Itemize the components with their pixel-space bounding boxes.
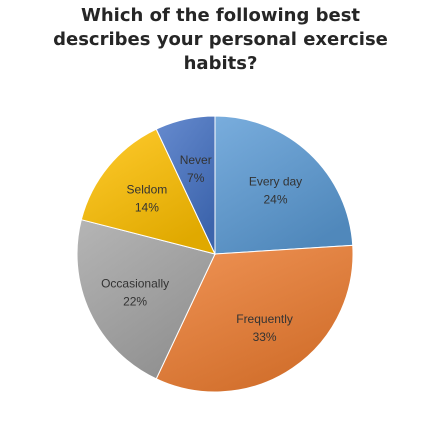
slice-category-occasionally: Occasionally <box>101 277 169 291</box>
slice-value-occasionally: 22% <box>123 295 147 309</box>
pie-slice-never <box>155 115 216 255</box>
slice-value-never: 7% <box>187 171 205 185</box>
pie-slice-every-day <box>214 115 354 255</box>
slice-label-every-day: Every day 24% <box>249 175 302 207</box>
slice-value-every-day: 24% <box>263 193 287 207</box>
pie-slice-seldom <box>80 128 216 255</box>
slice-value-seldom: 14% <box>135 201 159 215</box>
slice-label-seldom: Seldom 14% <box>127 183 168 215</box>
slice-label-frequently: Frequently 33% <box>236 312 293 344</box>
chart-title: Which of the following best describes yo… <box>53 5 388 74</box>
slice-label-never: Never 7% <box>180 153 212 185</box>
pie-slice-occasionally <box>76 219 216 380</box>
slice-category-never: Never <box>180 153 212 167</box>
slice-category-frequently: Frequently <box>236 312 293 326</box>
slice-category-seldom: Seldom <box>127 183 168 197</box>
slice-category-every-day: Every day <box>249 175 302 189</box>
pie-labels: Every day 24% Frequently 33% Occasionally 22%… <box>101 153 302 344</box>
pie-slices <box>76 115 354 393</box>
slice-label-occasionally: Occasionally 22% <box>101 277 169 309</box>
slice-value-frequently: 33% <box>253 330 277 344</box>
pie-slice-frequently <box>155 244 354 393</box>
